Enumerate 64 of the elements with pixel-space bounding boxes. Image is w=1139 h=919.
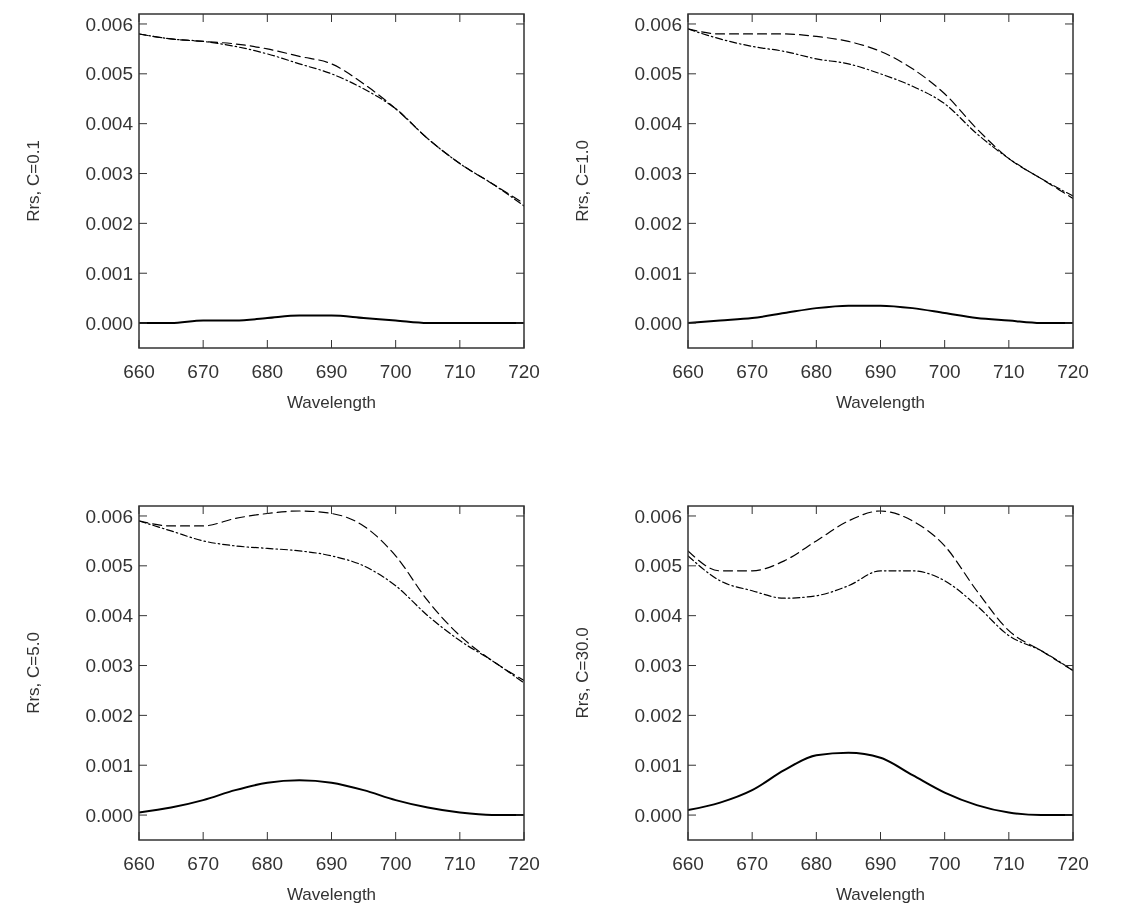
x-tick-label: 670: [187, 853, 220, 874]
y-tick-label: 0.006: [85, 505, 133, 527]
y-tick-label: 0.001: [634, 754, 682, 776]
y-tick-label: 0.003: [85, 655, 133, 677]
x-axis-title: Wavelength: [835, 393, 926, 412]
y-axis-title: Rrs, C=30.0: [573, 627, 592, 719]
x-tick-label: 700: [379, 853, 412, 874]
x-tick-label: 680: [800, 853, 833, 874]
x-tick-label: 670: [187, 361, 220, 382]
y-tick-label: 0.001: [85, 262, 133, 284]
y-tick-label: 0.000: [634, 804, 682, 826]
x-tick-label: 710: [992, 361, 1025, 382]
y-tick-label: 0.006: [85, 13, 133, 35]
y-tick-label: 0.003: [634, 655, 682, 677]
y-tick-label: 0.002: [634, 705, 682, 727]
x-tick-label: 680: [251, 853, 284, 874]
x-tick-label: 720: [1057, 361, 1089, 382]
x-axis-title: Wavelength: [286, 393, 377, 412]
y-tick-label: 0.001: [634, 262, 682, 284]
x-tick-label: 680: [251, 361, 284, 382]
x-tick-label: 700: [928, 361, 961, 382]
y-tick-label: 0.005: [634, 63, 682, 85]
x-tick-label: 720: [508, 853, 540, 874]
y-tick-label: 0.005: [85, 555, 133, 577]
y-tick-label: 0.003: [85, 163, 133, 185]
x-tick-label: 710: [992, 853, 1025, 874]
y-axis-title: Rrs, C=0.1: [24, 140, 43, 222]
x-axis-title: Wavelength: [286, 885, 377, 904]
x-tick-label: 690: [315, 361, 348, 382]
y-tick-label: 0.004: [85, 605, 134, 627]
x-tick-label: 690: [315, 853, 348, 874]
x-tick-label: 660: [123, 361, 155, 382]
y-tick-label: 0.005: [634, 555, 682, 577]
x-tick-label: 710: [443, 361, 476, 382]
y-tick-label: 0.002: [85, 705, 133, 727]
y-tick-label: 0.005: [85, 63, 133, 85]
x-axis-title: Wavelength: [835, 885, 926, 904]
x-tick-label: 660: [672, 361, 704, 382]
y-tick-label: 0.002: [634, 213, 682, 235]
y-tick-label: 0.002: [85, 213, 133, 235]
x-tick-label: 720: [1057, 853, 1089, 874]
x-tick-label: 720: [508, 361, 540, 382]
y-tick-label: 0.000: [85, 804, 133, 826]
x-tick-label: 660: [123, 853, 155, 874]
x-tick-label: 680: [800, 361, 833, 382]
y-axis-title: Rrs, C=1.0: [573, 140, 592, 222]
y-axis-title: Rrs, C=5.0: [24, 632, 43, 714]
x-tick-label: 710: [443, 853, 476, 874]
y-tick-label: 0.001: [85, 754, 133, 776]
y-tick-label: 0.000: [85, 312, 133, 334]
x-tick-label: 670: [736, 853, 769, 874]
y-tick-label: 0.004: [85, 113, 134, 135]
y-tick-label: 0.004: [634, 605, 683, 627]
x-tick-label: 670: [736, 361, 769, 382]
y-tick-label: 0.006: [634, 13, 682, 35]
x-tick-label: 690: [864, 853, 897, 874]
y-tick-label: 0.000: [634, 312, 682, 334]
x-tick-label: 700: [379, 361, 412, 382]
x-tick-label: 660: [672, 853, 704, 874]
y-tick-label: 0.003: [634, 163, 682, 185]
x-tick-label: 700: [928, 853, 961, 874]
x-tick-label: 690: [864, 361, 897, 382]
y-tick-label: 0.004: [634, 113, 683, 135]
y-tick-label: 0.006: [634, 505, 682, 527]
